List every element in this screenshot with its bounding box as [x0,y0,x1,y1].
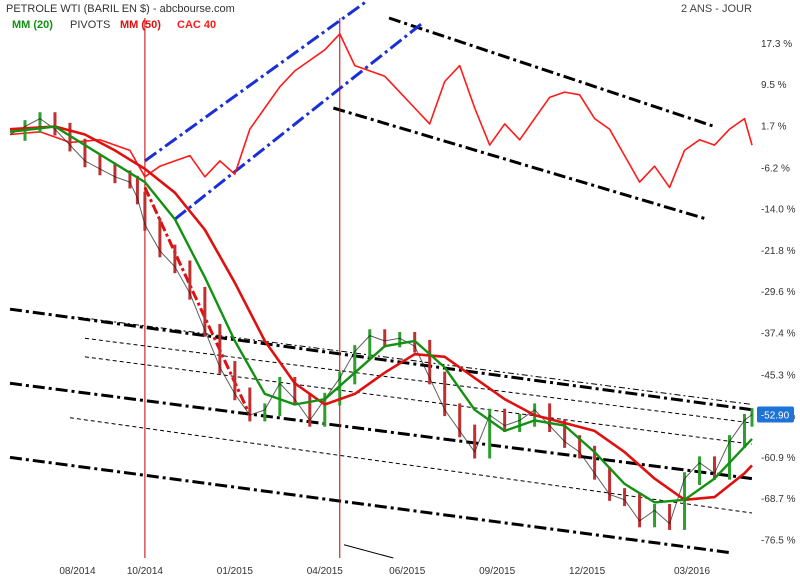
price-candle [713,456,717,480]
price-candle [668,504,672,530]
price-candle [473,424,477,459]
price-candle [143,191,147,231]
price-candle [428,339,432,385]
price-candle [135,175,139,205]
y-tick-label: -45.3 % [761,370,796,381]
chart-title: PETROLE WTI (BARIL EN $) - abcbourse.com [6,3,235,15]
y-tick-label: 1.7 % [761,121,787,132]
blue-channel-upper [144,0,367,163]
y-tick-label: -60.9 % [761,453,796,464]
vertical-markers [144,18,341,558]
price-candle [623,488,627,507]
red-fall-line [143,186,252,416]
legend-cac40: CAC 40 [177,19,217,31]
pivot-line-3 [84,356,753,445]
period-label: 2 ANS - JOUR [681,3,752,15]
series-line-petrole-wti [9,118,753,525]
cac-channel-bottom [332,106,708,221]
blue-channel-lower [173,22,424,221]
pivot-trend-lines [9,0,753,559]
y-tick-label: -76.5 % [761,535,796,546]
price-candle [293,376,297,406]
x-tick-label: 04/2015 [307,566,344,577]
price-candle [248,387,252,422]
price-candle [308,392,312,427]
y-tick-label: 9.5 % [761,80,787,91]
x-tick-label: 03/2016 [674,566,711,577]
pivot-line-2 [84,337,753,424]
price-candle [383,329,387,348]
x-axis: 08/2014 10/2014 01/2015 04/2015 06/2015 09/20… [59,566,710,577]
price-candle [158,218,162,258]
y-tick-label: -6.2 % [761,163,790,174]
trend-line-mid [9,381,753,481]
legend-mm50: MM (50) [120,19,161,31]
y-tick-label: -37.4 % [761,328,796,339]
price-candle [488,408,492,459]
y-axis: 17.3 % 9.5 % 1.7 % -6.2 % -14.0 % -21.8 % -29.… [761,39,796,547]
price-candle [83,138,87,168]
price-candle [563,419,567,448]
price-candle [323,392,327,427]
x-tick-label: 08/2014 [59,566,96,577]
price-candle [263,403,267,422]
price-candle [113,162,117,184]
y-tick-label: -29.6 % [761,287,796,298]
price-candle [218,324,222,374]
price-candle [368,329,372,358]
series-layer [9,33,754,530]
legend-pivots: PIVOTS [70,19,111,31]
price-candle [728,435,732,480]
price-candle [338,371,342,406]
price-candle [503,408,507,432]
series-line-mm-50 [9,125,753,502]
last-value-box [757,406,794,423]
price-candle [458,403,462,438]
x-tick-label: 09/2015 [479,566,516,577]
trend-line-lower [9,455,731,555]
price-candle [353,345,357,385]
legend-mm20: MM (20) [12,19,53,31]
y-tick-label: 17.3 % [761,39,792,50]
price-candle [188,260,192,300]
y-tick-label: -14.0 % [761,205,796,216]
trend-line-upper [9,307,753,412]
price-candle [203,286,207,337]
last-value-text: -52.90 [761,411,790,422]
price-candle [548,403,552,432]
price-candle [233,361,237,401]
price-candle [638,493,642,528]
x-tick-label: 06/2015 [389,566,426,577]
pivot-line-1 [77,316,753,405]
y-tick-label: -68.7 % [761,494,796,505]
price-candle [173,244,177,274]
price-candle [53,112,57,136]
price-candle [743,414,747,448]
cac-channel-top [388,16,715,128]
price-candle [518,414,522,432]
price-candle [653,504,657,528]
pivot-line-4 [69,417,753,514]
price-candle [593,445,597,480]
price-candle [578,435,582,459]
price-candle [398,331,402,348]
x-tick-label: 01/2015 [217,566,254,577]
pivot-line-5 [343,544,394,559]
price-candle [128,170,132,189]
series-line-mm-20 [9,125,753,504]
price-candle [608,466,612,501]
last-value-badge: -52.90 [757,406,794,423]
price-candle [750,408,754,427]
price-candle [278,376,282,417]
x-tick-label: 10/2014 [127,566,164,577]
price-candle [698,456,702,485]
price-candle [443,371,447,417]
x-tick-label: 12/2015 [569,566,606,577]
price-candle [98,154,102,176]
price-candle [38,112,42,133]
series-line-cac-40 [9,33,753,189]
y-tick-label: -21.8 % [761,246,796,257]
